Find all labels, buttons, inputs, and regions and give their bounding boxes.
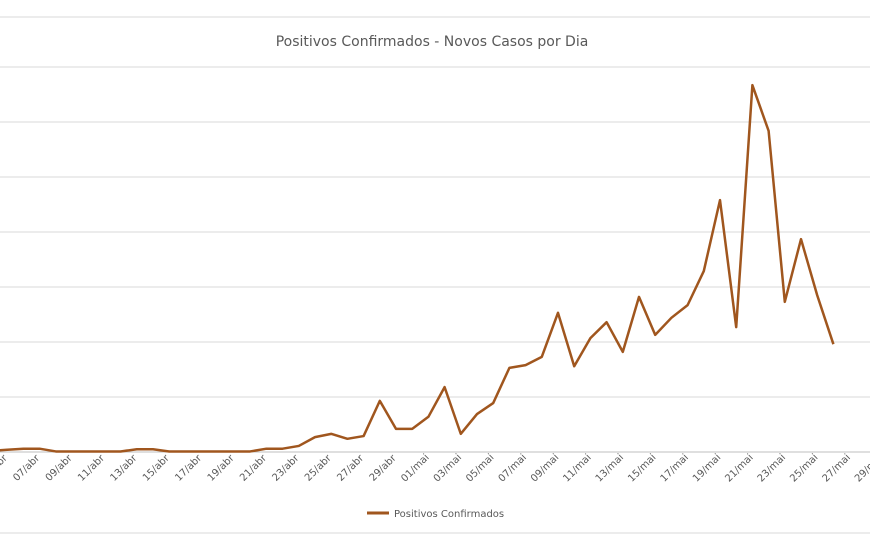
x-tick-label: 29/mai (853, 452, 870, 484)
x-tick-label: 03/mai (432, 452, 464, 484)
x-tick-label: 17/mai (659, 452, 691, 484)
x-tick-label: 05/abr (0, 452, 10, 484)
x-tick-label: 09/abr (44, 452, 76, 484)
x-tick-label: 09/mai (529, 452, 561, 484)
x-tick-label: 27/abr (335, 452, 367, 484)
x-tick-label: 17/abr (173, 452, 205, 484)
x-tick-label: 19/mai (691, 452, 723, 484)
x-tick-label: 13/abr (109, 452, 141, 484)
x-tick-label: 01/mai (399, 452, 431, 484)
x-tick-label: 11/mai (561, 452, 593, 484)
x-tick-label: 27/mai (821, 452, 853, 484)
x-tick-label: 21/mai (723, 452, 755, 484)
x-tick-label: 25/mai (788, 452, 820, 484)
x-tick-label: 25/abr (303, 452, 335, 484)
x-tick-label: 29/abr (368, 452, 400, 484)
x-tick-label: 15/abr (141, 452, 173, 484)
x-tick-label: 23/mai (756, 452, 788, 484)
x-tick-label: 05/mai (464, 452, 496, 484)
x-tick-label: 07/mai (497, 452, 529, 484)
chart-title: Positivos Confirmados - Novos Casos por … (276, 34, 589, 50)
x-tick-label: 15/mai (626, 452, 658, 484)
x-tick-label: 23/abr (271, 452, 303, 484)
x-tick-label: 13/mai (594, 452, 626, 484)
legend-label: Positivos Confirmados (394, 509, 504, 520)
x-tick-label: 21/abr (238, 452, 270, 484)
data-line (0, 83, 835, 453)
x-tick-label: 11/abr (76, 452, 108, 484)
x-tick-label: 19/abr (206, 452, 238, 484)
x-tick-label: 07/abr (11, 452, 43, 484)
